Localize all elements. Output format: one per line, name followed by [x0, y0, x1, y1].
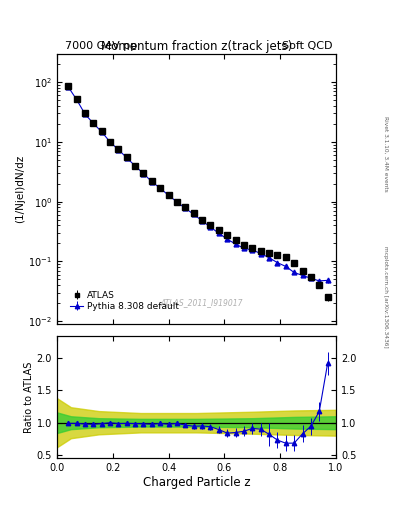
Text: Soft QCD: Soft QCD [282, 41, 332, 51]
X-axis label: Charged Particle z: Charged Particle z [143, 476, 250, 489]
Text: Rivet 3.1.10, 3.4M events: Rivet 3.1.10, 3.4M events [383, 116, 388, 191]
Y-axis label: (1/Njel)dN/dz: (1/Njel)dN/dz [15, 155, 26, 223]
Text: 7000 GeV pp: 7000 GeV pp [65, 41, 137, 51]
Y-axis label: Ratio to ATLAS: Ratio to ATLAS [24, 361, 34, 433]
Legend: ATLAS, Pythia 8.308 default: ATLAS, Pythia 8.308 default [67, 288, 182, 314]
Title: Momentum fraction z(track jets): Momentum fraction z(track jets) [101, 39, 292, 53]
Text: mcplots.cern.ch [arXiv:1306.3436]: mcplots.cern.ch [arXiv:1306.3436] [383, 246, 388, 348]
Text: ATLAS_2011_I919017: ATLAS_2011_I919017 [161, 298, 243, 308]
